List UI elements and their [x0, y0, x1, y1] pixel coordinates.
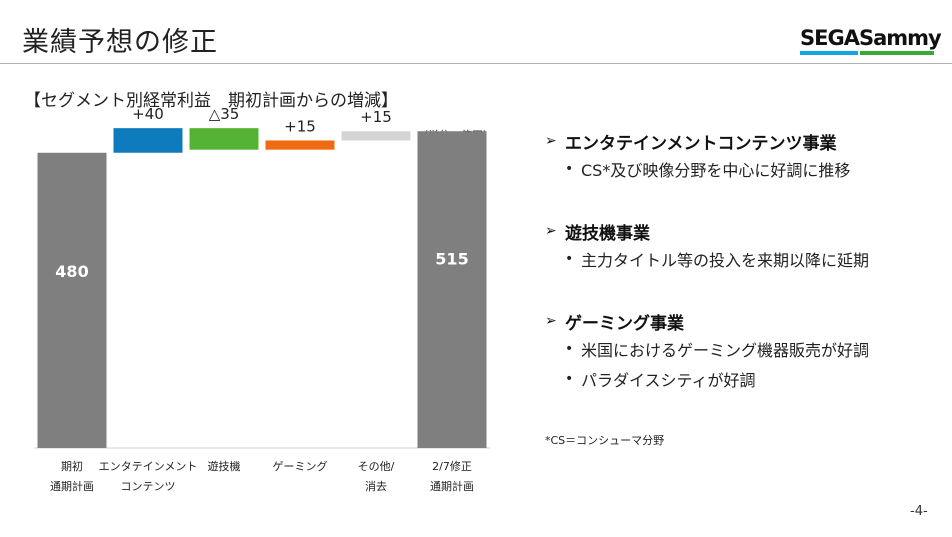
category-label-4-1: 消去 [365, 479, 387, 493]
bar-4 [341, 131, 411, 141]
bar-2 [189, 128, 259, 150]
page-number: -4- [910, 504, 928, 519]
category-label-0-1: 通期計画 [50, 479, 94, 493]
value-label-4: +15 [360, 108, 392, 126]
dot-bullet-icon: • [565, 251, 574, 267]
footnote: *CS＝コンシューマ分野 [545, 434, 665, 447]
value-label-1: +40 [132, 105, 164, 123]
logo-accent-blue [800, 51, 858, 55]
logo-text: SEGASammy [800, 26, 942, 50]
segment-heading-text: エンタテインメントコンテンツ事業 [565, 133, 837, 154]
segment-heading: ➢ エンタテインメントコンテンツ事業 [545, 128, 945, 154]
dot-bullet-icon: • [565, 341, 574, 357]
segment-heading: ➢ ゲーミング事業 [545, 308, 945, 334]
category-label-5-1: 通期計画 [430, 479, 474, 493]
category-label-3-0: ゲーミング [273, 459, 328, 473]
value-label-0: 480 [55, 262, 88, 281]
category-label-0-0: 期初 [61, 459, 83, 473]
bar-5 [417, 131, 487, 448]
arrow-bullet-icon: ➢ [545, 313, 557, 329]
value-label-3: +15 [284, 117, 316, 135]
segment-item-text: 米国におけるゲーミング機器販売が好調 [581, 341, 870, 360]
dot-bullet-icon: • [565, 371, 574, 387]
arrow-bullet-icon: ➢ [545, 223, 557, 239]
segment-heading: ➢ 遊技機事業 [545, 218, 945, 244]
segment-block: ➢ 遊技機事業 • 主力タイトル等の投入を来期以降に延期 [545, 218, 945, 274]
category-label-4-0: その他/ [358, 460, 395, 473]
logo-accent-green [860, 51, 934, 55]
category-label-1-1: コンテンツ [121, 480, 176, 493]
segment-notes: ➢ エンタテインメントコンテンツ事業 • CS*及び映像分野を中心に好調に推移 ➢ 遊… [545, 128, 945, 428]
chart-subtitle: 【セグメント別経常利益 期初計画からの増減】 [24, 91, 398, 111]
bar-1 [113, 128, 183, 153]
segment-block: ➢ ゲーミング事業 • 米国におけるゲーミング機器販売が好調 • パラダイスシティが好… [545, 308, 945, 394]
segment-item: • CS*及び映像分野を中心に好調に推移 [545, 154, 945, 184]
arrow-bullet-icon: ➢ [545, 133, 557, 149]
page-title: 業績予想の修正 [22, 27, 218, 58]
segment-item: • 主力タイトル等の投入を来期以降に延期 [545, 244, 945, 274]
title-divider [0, 63, 952, 64]
segment-item-text: パラダイスシティが好調 [581, 371, 756, 390]
category-label-5-0: 2/7修正 [432, 459, 472, 473]
segment-item-text: 主力タイトル等の投入を来期以降に延期 [581, 251, 870, 270]
segment-heading-text: 遊技機事業 [565, 223, 650, 244]
bar-0 [37, 152, 107, 449]
segment-item-text: CS*及び映像分野を中心に好調に推移 [581, 161, 851, 180]
sega-sammy-logo: SEGASammy [800, 26, 942, 57]
segment-block: ➢ エンタテインメントコンテンツ事業 • CS*及び映像分野を中心に好調に推移 [545, 128, 945, 184]
segment-item: • パラダイスシティが好調 [545, 364, 945, 394]
bar-3 [265, 140, 335, 150]
segment-item: • 米国におけるゲーミング機器販売が好調 [545, 334, 945, 364]
value-label-2: △35 [209, 105, 240, 123]
value-label-5: 515 [435, 249, 468, 268]
category-label-1-0: エンタテインメント [99, 460, 198, 473]
segment-heading-text: ゲーミング事業 [565, 313, 684, 334]
dot-bullet-icon: • [565, 161, 574, 177]
category-label-2-0: 遊技機 [208, 459, 241, 473]
